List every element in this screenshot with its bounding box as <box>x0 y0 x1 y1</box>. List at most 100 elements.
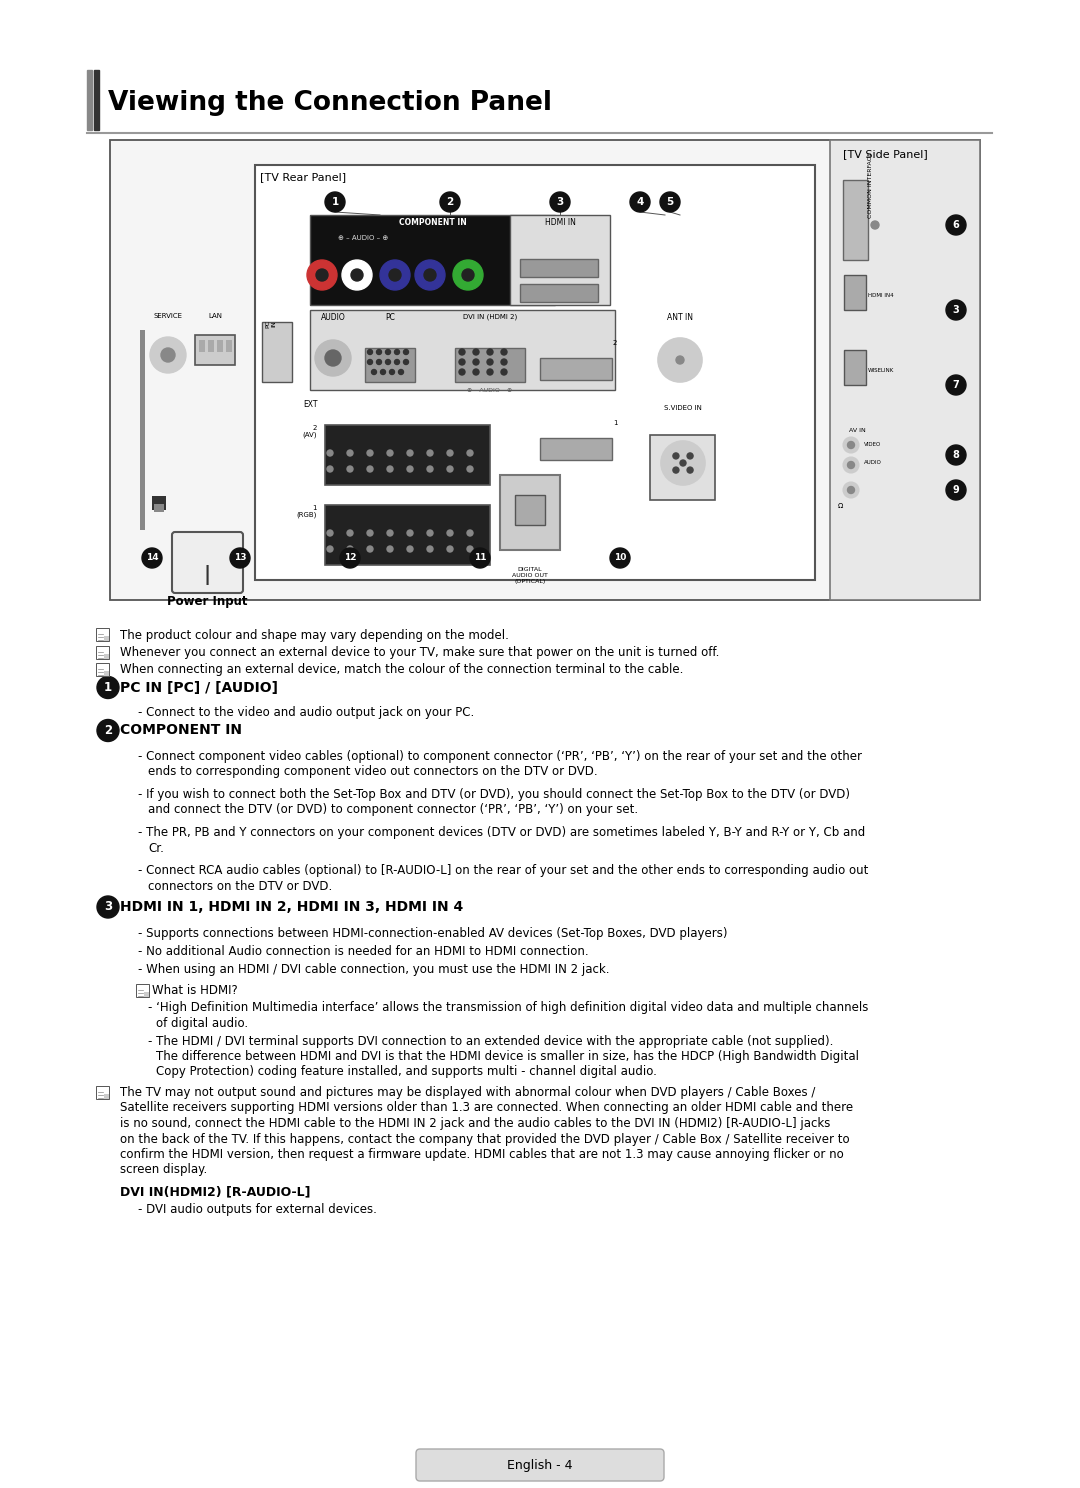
Bar <box>325 426 490 485</box>
Bar <box>199 339 205 353</box>
Circle shape <box>367 530 373 536</box>
Bar <box>500 475 561 551</box>
Text: The product colour and shape may vary depending on the model.: The product colour and shape may vary de… <box>120 628 509 641</box>
Bar <box>650 434 715 500</box>
Text: LAN: LAN <box>208 312 222 318</box>
Circle shape <box>427 530 433 536</box>
Text: 2
(AV): 2 (AV) <box>302 426 318 439</box>
Circle shape <box>407 546 413 552</box>
Text: 6: 6 <box>953 220 959 231</box>
Text: ⊕ – AUDIO – ⊕: ⊕ – AUDIO – ⊕ <box>468 388 513 393</box>
Text: - ‘High Definition Multimedia interface’ allows the transmission of high definit: - ‘High Definition Multimedia interface’… <box>148 1001 868 1015</box>
Circle shape <box>680 460 686 466</box>
Circle shape <box>467 530 473 536</box>
Text: AUDIO: AUDIO <box>864 460 882 464</box>
FancyBboxPatch shape <box>416 1449 664 1481</box>
Circle shape <box>380 260 410 290</box>
Text: HDMI IN 1, HDMI IN 2, HDMI IN 3, HDMI IN 4: HDMI IN 1, HDMI IN 2, HDMI IN 3, HDMI IN… <box>120 900 463 914</box>
Circle shape <box>848 461 854 469</box>
Circle shape <box>351 269 363 281</box>
Circle shape <box>467 449 473 455</box>
Circle shape <box>661 440 705 485</box>
Text: The difference between HDMI and DVI is that the HDMI device is smaller in size, : The difference between HDMI and DVI is t… <box>156 1051 859 1062</box>
Circle shape <box>377 360 381 365</box>
Circle shape <box>347 530 353 536</box>
Text: SERVICE: SERVICE <box>153 312 183 318</box>
Circle shape <box>946 301 966 320</box>
Bar <box>110 140 980 600</box>
Circle shape <box>870 222 879 229</box>
Text: 3: 3 <box>556 196 564 207</box>
Text: of digital audio.: of digital audio. <box>156 1016 248 1030</box>
Circle shape <box>347 466 353 472</box>
Circle shape <box>407 466 413 472</box>
Circle shape <box>459 369 465 375</box>
Text: COMPONENT IN: COMPONENT IN <box>400 219 467 228</box>
Bar <box>365 348 415 382</box>
Circle shape <box>427 449 433 455</box>
Bar <box>519 284 598 302</box>
Circle shape <box>327 449 333 455</box>
Text: 12: 12 <box>343 554 356 562</box>
Text: What is HDMI?: What is HDMI? <box>152 984 238 997</box>
Text: - Connect RCA audio cables (optional) to [R-AUDIO-L] on the rear of your set and: - Connect RCA audio cables (optional) to… <box>138 865 868 876</box>
Bar <box>226 339 232 353</box>
Text: - DVI audio outputs for external devices.: - DVI audio outputs for external devices… <box>138 1202 377 1216</box>
Text: 14: 14 <box>146 554 159 562</box>
Text: - The HDMI / DVI terminal supports DVI connection to an extended device with the: - The HDMI / DVI terminal supports DVI c… <box>148 1034 834 1048</box>
Bar <box>94 70 99 129</box>
Text: 7: 7 <box>953 379 959 390</box>
Circle shape <box>447 449 453 455</box>
Text: - When using an HDMI / DVI cable connection, you must use the HDMI IN 2 jack.: - When using an HDMI / DVI cable connect… <box>138 964 609 976</box>
Bar <box>455 348 525 382</box>
Text: confirm the HDMI version, then request a firmware update. HDMI cables that are n: confirm the HDMI version, then request a… <box>120 1149 843 1161</box>
Text: S.VIDEO IN: S.VIDEO IN <box>664 405 702 411</box>
Text: - Connect component video cables (optional) to component connector (‘PR’, ‘PB’, : - Connect component video cables (option… <box>138 750 862 763</box>
Circle shape <box>394 350 400 354</box>
Text: Cr.: Cr. <box>148 842 164 854</box>
Circle shape <box>660 192 680 211</box>
Text: 1: 1 <box>613 420 618 426</box>
Circle shape <box>487 359 492 365</box>
Bar <box>310 214 555 305</box>
Circle shape <box>316 269 328 281</box>
Text: The TV may not output sound and pictures may be displayed with abnormal colour w: The TV may not output sound and pictures… <box>120 1086 815 1100</box>
Text: PC: PC <box>386 312 395 321</box>
Text: DIGITAL
AUDIO OUT
(OPTICAL): DIGITAL AUDIO OUT (OPTICAL) <box>512 567 548 585</box>
Circle shape <box>459 350 465 356</box>
Text: ⊕ – AUDIO – ⊕: ⊕ – AUDIO – ⊕ <box>338 235 388 241</box>
Circle shape <box>501 359 507 365</box>
Circle shape <box>340 548 360 568</box>
Circle shape <box>399 369 404 375</box>
Circle shape <box>473 369 480 375</box>
Circle shape <box>501 369 507 375</box>
Text: Whenever you connect an external device to your TV, make sure that power on the : Whenever you connect an external device … <box>120 646 719 659</box>
Circle shape <box>487 350 492 356</box>
Text: and connect the DTV (or DVD) to component connector (‘PR’, ‘PB’, ‘Y’) on your se: and connect the DTV (or DVD) to componen… <box>148 804 638 817</box>
Text: 13: 13 <box>233 554 246 562</box>
Circle shape <box>372 369 377 375</box>
FancyBboxPatch shape <box>172 533 243 594</box>
Circle shape <box>367 350 373 354</box>
Text: [TV Rear Panel]: [TV Rear Panel] <box>260 173 346 182</box>
Circle shape <box>459 359 465 365</box>
Circle shape <box>550 192 570 211</box>
Bar <box>515 496 545 525</box>
Bar <box>104 1094 109 1100</box>
Circle shape <box>367 449 373 455</box>
Text: COMMON INTERFACE: COMMON INTERFACE <box>867 152 873 219</box>
Circle shape <box>407 449 413 455</box>
Bar <box>87 70 92 129</box>
Circle shape <box>394 360 400 365</box>
Circle shape <box>673 452 679 458</box>
Bar <box>519 259 598 277</box>
Text: English - 4: English - 4 <box>508 1458 572 1472</box>
Circle shape <box>141 548 162 568</box>
Text: Copy Protection) coding feature installed, and supports multi - channel digital : Copy Protection) coding feature installe… <box>156 1065 657 1079</box>
Circle shape <box>97 896 119 918</box>
Text: |: | <box>203 565 211 585</box>
Circle shape <box>407 530 413 536</box>
Circle shape <box>415 260 445 290</box>
Circle shape <box>387 449 393 455</box>
Bar <box>540 359 612 379</box>
